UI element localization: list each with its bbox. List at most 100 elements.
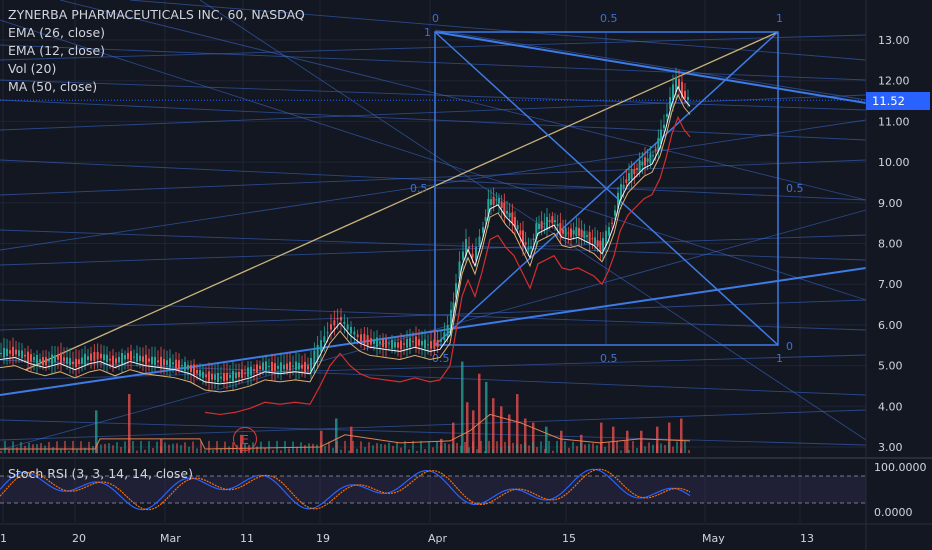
candle-body (620, 184, 622, 200)
volume-bar (352, 440, 354, 454)
volume-bar (588, 443, 590, 454)
volume-bar (48, 442, 50, 454)
volume-bar (200, 441, 202, 454)
candle-body (628, 173, 630, 181)
fan-line (0, 79, 867, 111)
volume-bar (84, 447, 86, 454)
candle-body (588, 231, 591, 243)
candle-body (548, 220, 551, 222)
candle-body (320, 340, 322, 352)
volume-bar (504, 441, 506, 454)
candle-body (160, 356, 162, 367)
volume-bar (676, 441, 678, 454)
candle-body (238, 371, 240, 378)
candle-body (458, 261, 461, 279)
candle-body (379, 341, 381, 344)
volume-bar (0, 451, 2, 454)
volume-bar (540, 441, 542, 454)
volume-bar (478, 373, 481, 454)
candle-body (316, 344, 319, 360)
volume-bar (268, 441, 270, 454)
volume-bar (208, 440, 210, 454)
candle-body (424, 339, 426, 349)
volume-bar (448, 444, 450, 454)
volume-bar (176, 443, 178, 454)
candle-body (148, 358, 150, 362)
volume-bar (484, 450, 486, 454)
ma-line (0, 93, 691, 393)
trend-line (434, 31, 867, 104)
candle-body (605, 230, 607, 247)
volume-bar (360, 441, 362, 454)
volume-bar (632, 441, 634, 454)
candle-body (660, 129, 662, 144)
candle-body (462, 251, 464, 260)
volume-bar (388, 442, 390, 454)
candle-body (346, 324, 349, 330)
indicator-vol20[interactable]: Vol (20) (8, 61, 57, 76)
indicator-ema26[interactable]: EMA (26, close) (8, 25, 106, 40)
volume-bar (350, 426, 353, 454)
candle-body (666, 113, 668, 117)
candle-body (136, 353, 138, 362)
candle-body (516, 225, 519, 230)
candle-body (617, 192, 619, 209)
volume-bar (452, 444, 454, 454)
fan-line (0, 159, 867, 201)
volume-bar (516, 394, 519, 454)
stoch-rsi-label[interactable]: Stoch RSI (3, 3, 14, 14, close) (8, 466, 193, 481)
candle-body (118, 356, 120, 363)
volume-bar (368, 442, 370, 454)
candle-body (672, 84, 674, 102)
candle-body (39, 359, 41, 362)
candle-body (669, 97, 671, 109)
candle-body (578, 228, 580, 236)
indicator-ma50[interactable]: MA (50, close) (8, 79, 98, 94)
candle-body (506, 210, 508, 214)
volume-bar (68, 450, 70, 454)
volume-bar (288, 448, 290, 454)
candle-body (471, 253, 474, 258)
fan-line (0, 209, 867, 451)
candle-body (232, 370, 234, 382)
volume-bar (520, 444, 522, 454)
candle-body (310, 358, 312, 372)
candle-body (546, 216, 548, 228)
volume-bar (180, 445, 182, 454)
candle-body (572, 230, 575, 235)
volume-bar (380, 443, 382, 454)
volume-bar (372, 445, 374, 454)
candle-body (163, 359, 165, 366)
volume-bar (468, 447, 470, 454)
fan-line (0, 44, 867, 81)
time-tick-label: 20 (72, 532, 86, 545)
volume-bar (392, 445, 394, 454)
volume-bar (672, 446, 674, 454)
volume-bar (680, 418, 683, 454)
candle-body (633, 169, 636, 175)
candle-body (220, 376, 222, 379)
volume-bar (384, 444, 386, 454)
candle-body (175, 359, 177, 369)
earnings-marker[interactable]: E (233, 427, 257, 451)
volume-bar (688, 450, 690, 454)
volume-bar (188, 446, 190, 454)
candle-body (277, 366, 279, 369)
candle-body (594, 237, 596, 245)
symbol-title[interactable]: ZYNERBA PHARMACEUTICALS INC, 60, NASDAQ (8, 7, 305, 22)
volume-bar (464, 441, 466, 454)
candle-body (564, 227, 567, 237)
candle-body (223, 373, 225, 382)
volume-bar (132, 441, 134, 454)
candle-body (292, 365, 294, 367)
volume-bar (28, 442, 30, 454)
indicator-ema12[interactable]: EMA (12, close) (8, 43, 106, 58)
volume-bar (148, 441, 150, 454)
candle-body (12, 346, 14, 357)
fib-box: 0 0.5 1 1 0.5 0.5 0 0.5 1 0.5 (410, 12, 804, 365)
candle-body (421, 340, 423, 346)
candle-body (538, 223, 540, 230)
candle-body (283, 364, 285, 370)
candle-body (313, 350, 316, 367)
